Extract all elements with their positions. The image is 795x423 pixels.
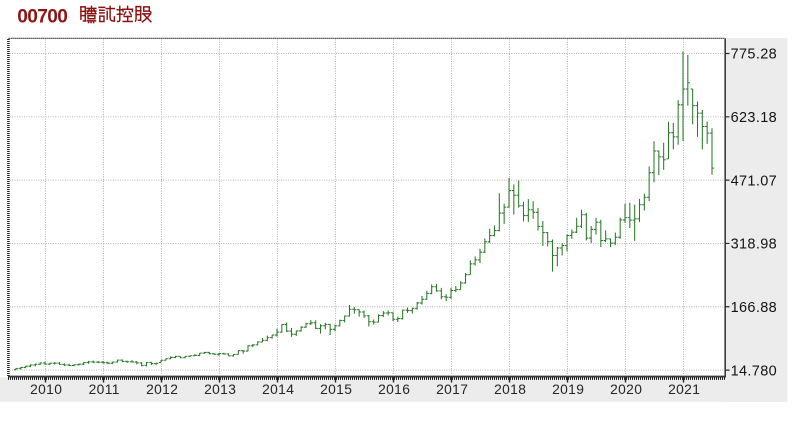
svg-text:2019: 2019 [552,382,584,397]
svg-text:14.780: 14.780 [731,363,777,379]
svg-text:2016: 2016 [378,382,410,397]
svg-text:2013: 2013 [204,382,236,397]
svg-text:318.98: 318.98 [731,237,777,253]
svg-text:775.28: 775.28 [731,47,777,63]
svg-text:2014: 2014 [262,382,294,397]
svg-text:2011: 2011 [89,382,120,397]
svg-text:166.88: 166.88 [731,300,777,316]
svg-text:2018: 2018 [494,382,526,397]
svg-text:00700: 00700 [17,6,67,27]
svg-text:2015: 2015 [320,382,352,397]
svg-text:2020: 2020 [610,382,642,397]
svg-text:2017: 2017 [436,382,468,397]
svg-text:2012: 2012 [146,382,178,397]
svg-text:2021: 2021 [668,382,700,397]
svg-text:623.18: 623.18 [731,110,777,126]
svg-text:471.07: 471.07 [731,173,777,189]
svg-text:2010: 2010 [30,382,62,397]
